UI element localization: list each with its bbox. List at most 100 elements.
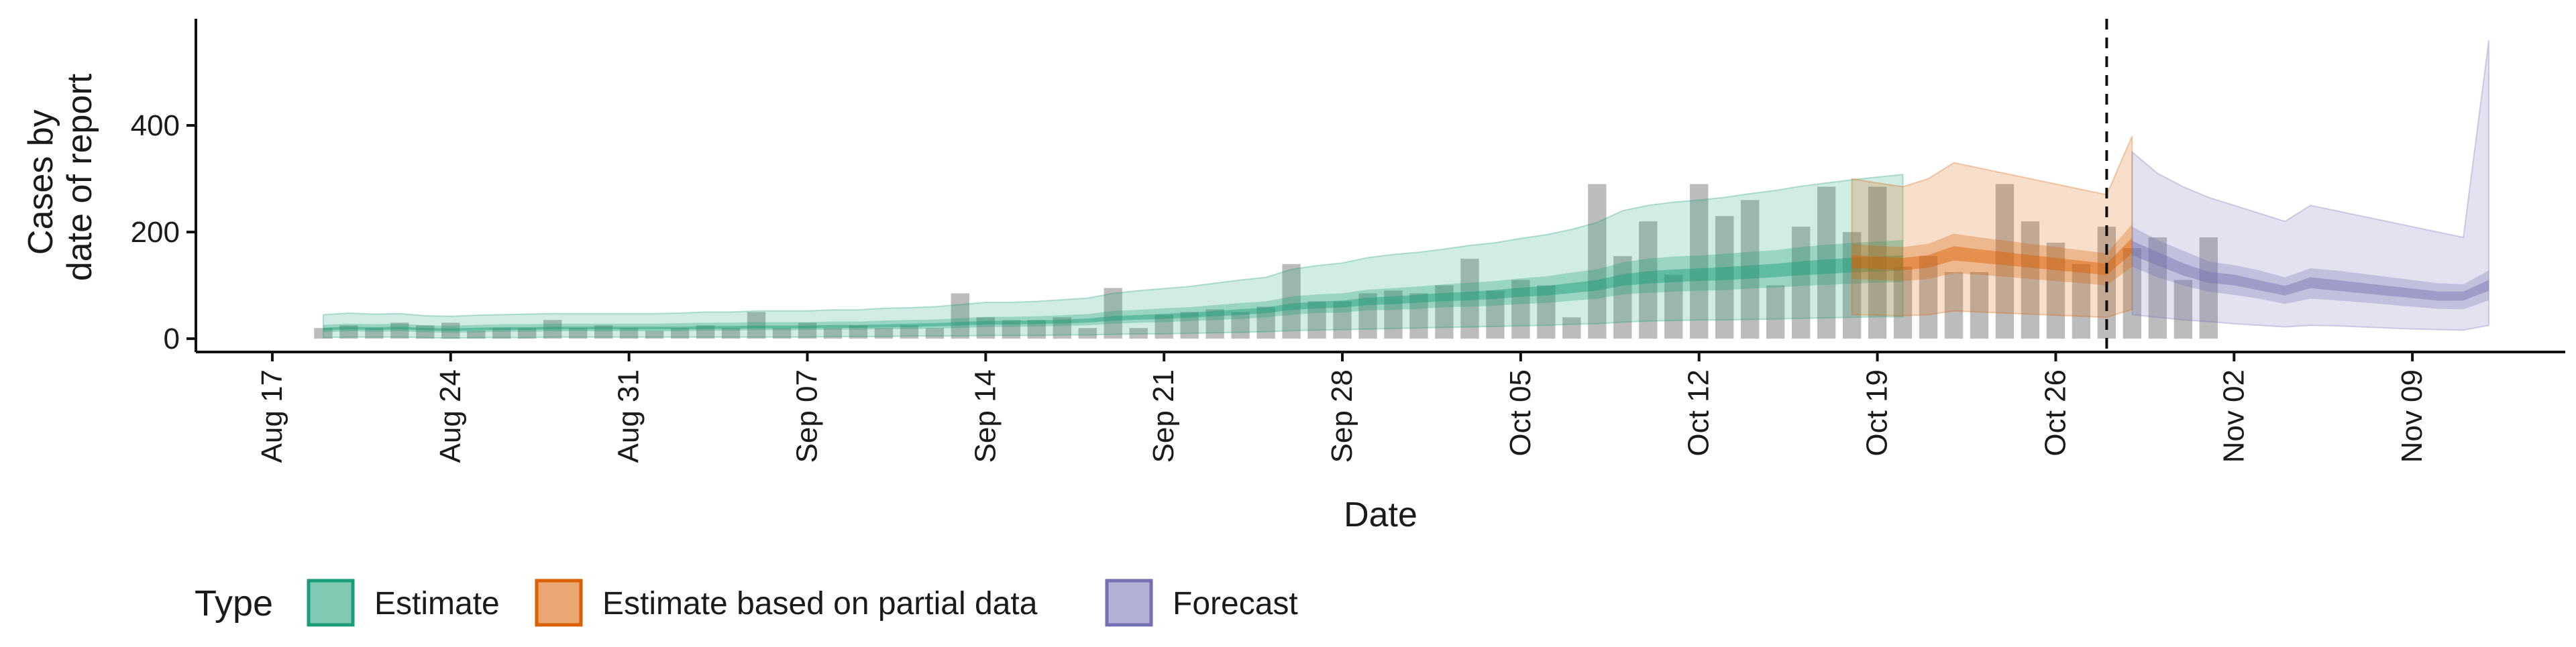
x-tick-label: Sep 21 [1147, 369, 1180, 463]
case-bar [1664, 274, 1683, 339]
case-bar [1333, 301, 1352, 339]
case-bar [2046, 242, 2065, 339]
case-bar [1690, 184, 1709, 339]
case-bar [569, 328, 588, 339]
bars-layer [314, 184, 2218, 339]
y-axis-title-line-2: date of report [60, 73, 99, 281]
x-tick-label: Aug 17 [256, 369, 288, 463]
case-bar [1180, 312, 1199, 339]
y-axis-title: Cases by date of report [21, 73, 99, 281]
case-bar [1384, 290, 1403, 339]
legend-swatch [307, 579, 355, 627]
case-bar [1155, 314, 1173, 339]
series-forecast [2131, 40, 2490, 331]
case-bar [1358, 293, 1377, 339]
case-bar [1002, 320, 1020, 339]
x-ticks: Aug 17 Aug 24 Aug 31 Sep 07 Sep 14 Sep 21 Sep … [256, 352, 2428, 463]
case-bar [314, 328, 333, 339]
y-tick-label: 400 [131, 109, 180, 142]
case-bar [492, 328, 511, 339]
case-bar [1486, 290, 1505, 339]
case-bar [543, 320, 562, 339]
case-bar [1970, 272, 1989, 339]
legend-title: Type [195, 583, 273, 624]
case-bar [416, 325, 435, 339]
central-interval-band [1851, 237, 2133, 276]
case-bar [619, 328, 639, 339]
y-axis-title-line-1: Cases by [21, 109, 60, 255]
case-bar [1588, 184, 1607, 339]
case-bar [1944, 272, 1964, 339]
x-tick-label: Sep 28 [1326, 369, 1358, 463]
case-bar [1791, 227, 1811, 339]
case-bar [900, 325, 919, 339]
case-bar [1817, 186, 1836, 339]
case-bar [2021, 221, 2040, 339]
case-bar [2123, 247, 2142, 339]
case-bar [1868, 186, 1887, 339]
case-bar [696, 325, 715, 339]
case-bar [1715, 216, 1734, 339]
case-bar [823, 328, 843, 339]
case-bar [390, 322, 409, 339]
axes-layer [195, 19, 2565, 353]
series-estimate [322, 174, 1904, 339]
legend-label: Estimate based on partial data [602, 586, 1038, 622]
case-bar [849, 325, 868, 339]
case-bar [1256, 306, 1275, 339]
x-axis-title: Date [1344, 495, 1417, 534]
case-bar [925, 328, 945, 339]
case-bar [976, 317, 996, 339]
case-bar [2072, 263, 2091, 339]
ribbons-layer [322, 40, 2490, 339]
case-bar [874, 328, 894, 339]
case-bar [1919, 255, 1938, 339]
case-bar [1893, 266, 1913, 339]
case-bar [1741, 200, 1760, 339]
case-bar [1766, 285, 1785, 339]
case-bar [670, 328, 690, 339]
case-bar [1639, 221, 1658, 339]
case-bar [1307, 301, 1326, 339]
case-bar [1511, 280, 1530, 339]
case-bar [2148, 237, 2167, 339]
outer-interval-band [1851, 135, 2133, 318]
x-tick-label: Aug 31 [612, 369, 645, 463]
legend-label: Forecast [1173, 586, 1298, 622]
case-bar [1078, 328, 1097, 339]
y-tick-label: 200 [131, 216, 180, 249]
case-bar [441, 322, 460, 339]
case-bar [747, 312, 766, 339]
case-bar [467, 331, 486, 339]
case-bar [1842, 232, 1862, 339]
case-bar [1613, 255, 1632, 339]
y-tick-label: 0 [164, 322, 180, 355]
case-bar [365, 328, 384, 339]
case-bar [1104, 288, 1122, 339]
case-bar [339, 325, 358, 339]
y-ticks: 0 200 400 [131, 109, 196, 355]
case-bar [1409, 293, 1428, 339]
x-tick-label: Aug 24 [434, 369, 467, 463]
case-bar [1537, 285, 1556, 339]
inner-interval-band [2132, 227, 2489, 310]
case-bar [951, 293, 970, 339]
x-tick-label: Nov 02 [2217, 369, 2250, 463]
x-tick-label: Oct 12 [1682, 369, 1715, 457]
case-bar [1562, 317, 1581, 339]
case-bar [1435, 285, 1454, 339]
case-bar [721, 328, 741, 339]
case-bar [798, 322, 817, 339]
x-tick-label: Oct 26 [2039, 369, 2072, 457]
case-bar [1053, 317, 1071, 339]
case-bar [518, 328, 537, 339]
inner-interval-band [323, 240, 1903, 333]
legend-swatch [1105, 579, 1153, 627]
legend: Type Estimate Estimate based on partial d… [195, 579, 1298, 627]
x-tick-label: Sep 14 [969, 369, 1002, 463]
case-bar [1205, 309, 1224, 339]
case-bar [1231, 312, 1250, 339]
case-bar [1460, 258, 1479, 339]
outer-interval-band [2131, 40, 2490, 331]
